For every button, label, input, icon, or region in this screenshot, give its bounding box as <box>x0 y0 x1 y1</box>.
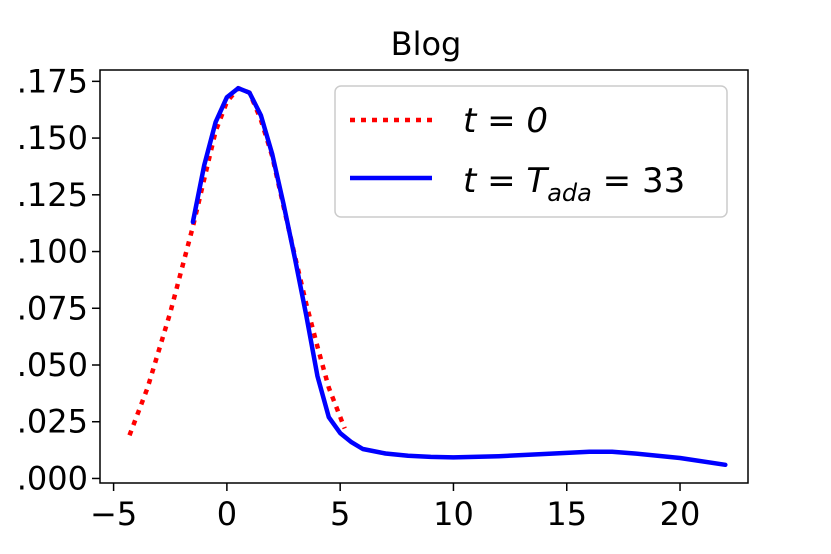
y-tick-label: .025 <box>17 403 88 441</box>
x-tick-label: 20 <box>660 495 701 533</box>
x-tick-label: 5 <box>330 495 350 533</box>
legend-label-tada: t = Tada = 33 <box>463 161 685 207</box>
legend: t = 0 t = Tada = 33 <box>334 85 728 218</box>
x-axis: −5 0 5 10 15 20 <box>90 483 700 533</box>
x-tick-label: 15 <box>546 495 587 533</box>
series-line-tada <box>190 85 728 468</box>
legend-label-t0: t = 0 <box>463 101 548 141</box>
x-tick-label: −5 <box>90 495 137 533</box>
y-tick-label: .125 <box>17 176 88 214</box>
y-tick-label: .100 <box>17 233 88 271</box>
legend-frame <box>334 85 728 218</box>
y-tick-label: .075 <box>17 289 88 327</box>
y-tick-label: .050 <box>17 346 88 384</box>
chart-title: Blog <box>391 25 462 63</box>
y-tick-label: .000 <box>17 459 88 497</box>
y-tick-label: .150 <box>17 119 88 157</box>
series-line-t0 <box>127 85 347 437</box>
y-axis: .000 .025 .050 .075 .100 .125 .150 .175 <box>17 62 100 497</box>
y-tick-label: .175 <box>17 62 88 100</box>
x-tick-label: 10 <box>433 495 474 533</box>
plot-area-frame <box>99 69 749 484</box>
x-tick-label: 0 <box>217 495 237 533</box>
series-layer <box>127 85 728 468</box>
